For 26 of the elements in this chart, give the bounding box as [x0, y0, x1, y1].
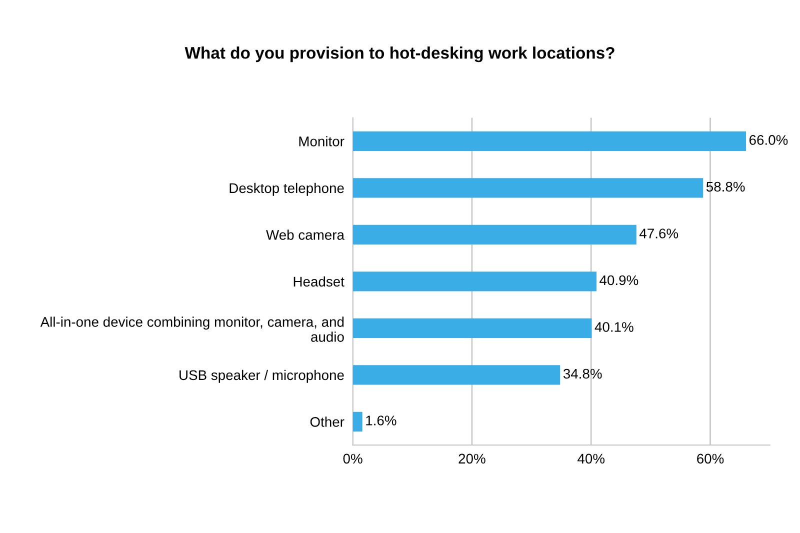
bar — [352, 318, 592, 338]
y-tick-label: USB speaker / microphone — [180, 370, 344, 383]
y-tick-label: Other — [310, 416, 344, 427]
y-tick-label: Desktop telephone — [230, 182, 344, 196]
data-label: 66.0% — [749, 135, 788, 145]
data-label: 58.8% — [706, 182, 745, 192]
x-tick-label: 60% — [697, 454, 724, 464]
y-tick-label: All-in-one device combining monitor, camera, and audio — [40, 316, 344, 342]
bar — [352, 365, 560, 385]
bar — [352, 131, 746, 151]
data-label: 40.9% — [600, 275, 638, 286]
y-tick-label: Web camera — [266, 230, 344, 240]
data-label: 1.6% — [366, 416, 396, 426]
chart-title: What do you provision to hot-desking work locations? — [184, 46, 614, 62]
data-label: 34.8% — [563, 368, 602, 379]
bar — [352, 272, 596, 292]
y-tick-label: Headset — [294, 276, 344, 287]
data-label: 47.6% — [639, 228, 678, 238]
x-tick-label: 20% — [458, 454, 486, 464]
bar — [352, 178, 704, 198]
x-tick-label: 0% — [343, 454, 362, 464]
y-tick-label: Monitor — [299, 136, 344, 146]
bar — [352, 412, 362, 432]
data-label: 40.1% — [594, 322, 634, 332]
x-tick-label: 40% — [578, 454, 605, 464]
bar — [352, 224, 636, 244]
